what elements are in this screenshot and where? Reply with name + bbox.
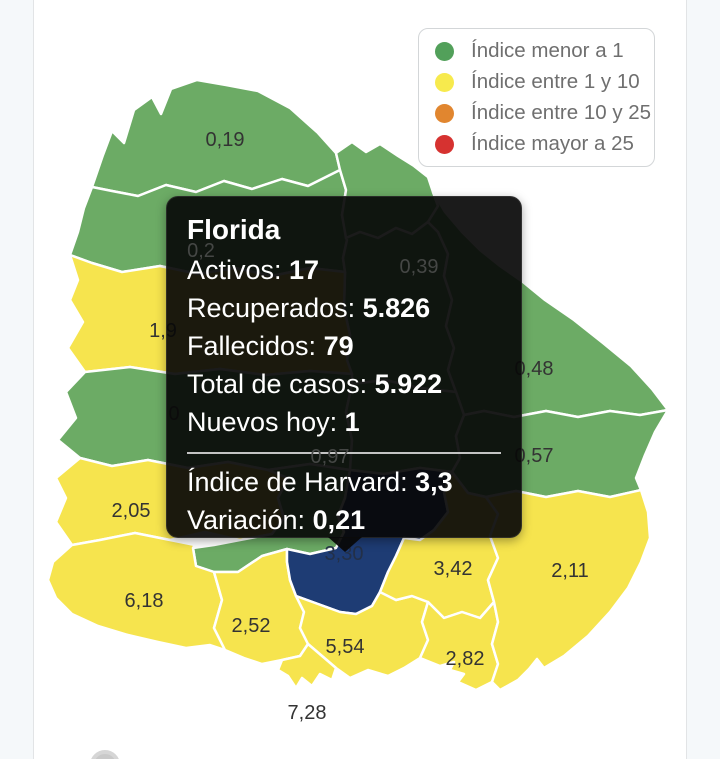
value-label-treinta-y-tres: 0,57	[515, 445, 554, 467]
value-label-artigas: 0,19	[206, 129, 245, 151]
tooltip-stats: Activos: 17 Recuperados: 5.826 Fallecidos:…	[187, 251, 501, 441]
page-right-gutter	[686, 0, 720, 759]
legend-label: Índice entre 10 y 25	[471, 101, 652, 124]
legend-item-mayor-25: Índice mayor a 25	[435, 129, 654, 160]
value-label-soriano: 2,05	[112, 500, 151, 522]
legend-dot-entre-1-10-icon	[435, 72, 454, 92]
legend-dot-menor-1-icon	[435, 41, 454, 61]
tooltip-row: Total de casos: 5.922	[187, 369, 443, 399]
map-tooltip: Florida Activos: 17 Recuperados: 5.826 Fal…	[166, 196, 522, 538]
tooltip-pointer-icon	[328, 537, 362, 552]
value-label-colonia: 6,18	[125, 590, 164, 612]
department-rocha[interactable]	[484, 488, 652, 692]
tooltip-summary: Índice de Harvard: 3,3 Variación: 0,21	[187, 463, 501, 539]
legend-item-entre-1-10: Índice entre 1 y 10	[435, 67, 654, 98]
tooltip-row: Índice de Harvard: 3,3	[187, 467, 453, 497]
value-label-san-jose: 2,52	[232, 615, 271, 637]
value-label-canelones: 5,54	[326, 636, 365, 658]
page-left-gutter	[0, 0, 34, 759]
tooltip-divider	[187, 452, 501, 454]
value-label-cerro-largo: 0,48	[515, 358, 554, 380]
index-legend: Índice menor a 1 Índice entre 1 y 10 Índic…	[418, 28, 655, 167]
value-label-tacuarembo: 0,39	[399, 256, 439, 278]
value-label-montevideo: 7,28	[288, 702, 327, 724]
tooltip-title: Florida	[187, 214, 281, 245]
legend-item-menor-1: Índice menor a 1	[435, 36, 654, 67]
value-label-lavalleja: 3,42	[434, 558, 473, 580]
legend-label: Índice mayor a 25	[471, 132, 634, 155]
legend-item-entre-10-25: Índice entre 10 y 25	[435, 98, 654, 129]
value-label-maldonado: 2,82	[446, 648, 485, 670]
department-montevideo[interactable]	[276, 642, 338, 690]
value-label-durazno: 0,97	[310, 446, 350, 468]
legend-dot-entre-10-25-icon	[435, 103, 454, 123]
tooltip-row: Activos: 17	[187, 255, 320, 285]
legend-label: Índice menor a 1	[471, 39, 624, 62]
tooltip-row: Recuperados: 5.826	[187, 293, 431, 323]
value-label-salto: 0,2	[187, 240, 215, 262]
department-maldonado[interactable]	[418, 600, 500, 692]
value-label-rocha: 2,11	[551, 560, 588, 582]
tooltip-row: Variación: 0,21	[187, 505, 366, 535]
legend-dot-mayor-25-icon	[435, 134, 454, 154]
tooltip-row: Fallecidos: 79	[187, 331, 354, 361]
tooltip-row: Nuevos hoy: 1	[187, 407, 360, 437]
legend-label: Índice entre 1 y 10	[471, 70, 640, 93]
